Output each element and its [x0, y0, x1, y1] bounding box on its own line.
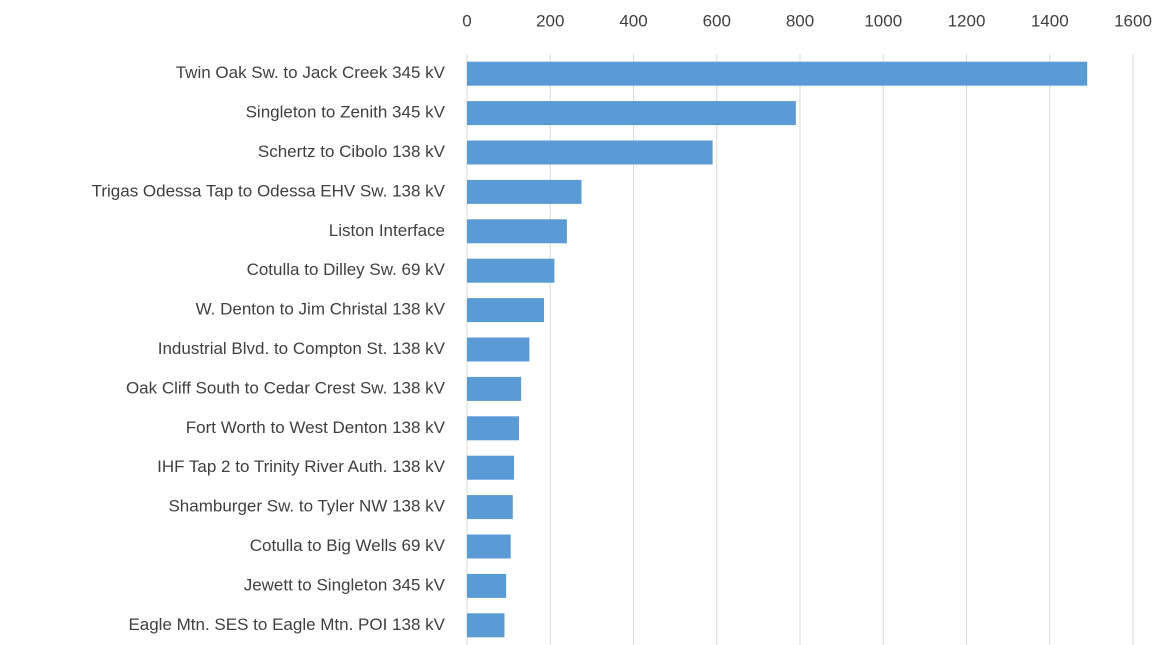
bar — [467, 219, 567, 244]
y-tick-label: Schertz to Cibolo 138 kV — [258, 142, 446, 161]
x-tick-label: 1600 — [1114, 11, 1152, 30]
y-tick-label: Twin Oak Sw. to Jack Creek 345 kV — [176, 63, 446, 82]
bar — [467, 298, 545, 323]
y-tick-label: Cotulla to Dilley Sw. 69 kV — [247, 260, 446, 279]
x-tick-label: 200 — [536, 11, 564, 30]
bar — [467, 140, 713, 165]
y-tick-label: Cotulla to Big Wells 69 kV — [250, 536, 446, 555]
y-tick-label: W. Denton to Jim Christal 138 kV — [196, 300, 446, 319]
x-tick-label: 0 — [462, 11, 471, 30]
x-tick-label: 1200 — [948, 11, 986, 30]
y-tick-label: Jewett to Singleton 345 kV — [244, 575, 446, 594]
y-tick-label: Trigas Odessa Tap to Odessa EHV Sw. 138 … — [92, 181, 446, 200]
bar — [467, 613, 505, 638]
x-tick-label: 800 — [786, 11, 814, 30]
y-tick-label: IHF Tap 2 to Trinity River Auth. 138 kV — [157, 457, 446, 476]
bar — [467, 61, 1088, 86]
y-tick-label: Eagle Mtn. SES to Eagle Mtn. POI 138 kV — [128, 615, 445, 634]
y-tick-label: Industrial Blvd. to Compton St. 138 kV — [158, 339, 446, 358]
bar — [467, 455, 515, 480]
x-tick-label: 1000 — [864, 11, 902, 30]
bar — [467, 337, 530, 362]
x-tick-label: 1400 — [1031, 11, 1069, 30]
x-tick-label: 600 — [703, 11, 731, 30]
bar — [467, 495, 513, 520]
bar — [467, 101, 796, 126]
bar — [467, 179, 582, 204]
y-tick-label: Fort Worth to West Denton 138 kV — [186, 418, 446, 437]
y-tick-label: Liston Interface — [329, 221, 445, 240]
bar — [467, 376, 522, 401]
bar — [467, 534, 511, 559]
bar — [467, 573, 507, 598]
bar — [467, 258, 555, 283]
y-tick-label: Shamburger Sw. to Tyler NW 138 kV — [168, 497, 445, 516]
x-tick-label: 400 — [619, 11, 647, 30]
y-tick-label: Oak Cliff South to Cedar Crest Sw. 138 k… — [126, 378, 446, 397]
y-tick-label: Singleton to Zenith 345 kV — [246, 103, 446, 122]
bar — [467, 416, 520, 441]
